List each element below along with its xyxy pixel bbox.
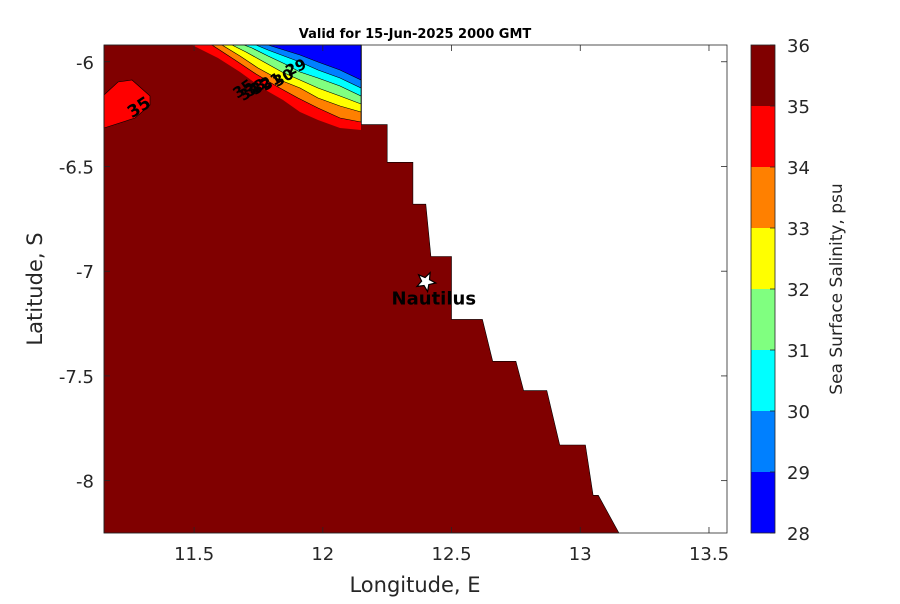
y-tick-label: -6.5 xyxy=(59,157,94,178)
y-axis-ticks: -6 -6.5 -7 -7.5 -8 xyxy=(59,53,727,493)
x-axis-ticks: 11.5 12 12.5 13 13.5 xyxy=(174,45,729,565)
colorbar-tick-label: 31 xyxy=(787,341,810,362)
y-tick-label: -6 xyxy=(76,53,94,74)
colorbar-tick-label: 36 xyxy=(787,36,810,57)
colorbar-tick-label: 30 xyxy=(787,402,810,423)
colorbar-swatch xyxy=(751,228,775,289)
colorbar-tick-label: 32 xyxy=(787,280,810,301)
low-salinity-plume xyxy=(103,44,362,130)
y-tick-label: -7 xyxy=(76,262,94,283)
colorbar-tick-label: 33 xyxy=(787,219,810,240)
x-axis-label: Longitude, E xyxy=(349,573,480,597)
x-tick-label: 11.5 xyxy=(174,544,214,565)
colorbar-swatch xyxy=(751,350,775,411)
colorbar-tick-label: 34 xyxy=(787,158,810,179)
x-tick-label: 13.5 xyxy=(689,544,729,565)
colorbar-swatch xyxy=(751,106,775,167)
x-tick-label: 12.5 xyxy=(432,544,472,565)
y-tick-label: -8 xyxy=(76,472,94,493)
station-marker-group: Nautilus xyxy=(392,271,477,310)
colorbar-tick-label: 28 xyxy=(787,524,810,545)
x-tick-label: 13 xyxy=(569,544,592,565)
colorbar-swatches xyxy=(751,45,775,533)
colorbar-swatch xyxy=(751,289,775,350)
colorbar-swatch xyxy=(751,472,775,533)
map-axes: 35 35 29 30 31 32 33 34 Nautilus 11.5 12 1… xyxy=(59,44,729,565)
map-axes-frame xyxy=(103,44,728,534)
station-star-icon xyxy=(415,271,438,294)
colorbar-swatch xyxy=(751,45,775,106)
colorbar-ticks: 28 29 30 31 32 33 34 35 36 xyxy=(770,36,810,545)
colorbar: 28 29 30 31 32 33 34 35 36 Sea Surface Salinity,… xyxy=(750,36,847,545)
sea-surface-salinity-fill xyxy=(103,44,620,534)
colorbar-swatch xyxy=(751,411,775,472)
y-axis-label: Latitude, S xyxy=(23,232,47,345)
colorbar-label: Sea Surface Salinity, psu xyxy=(827,183,847,394)
station-label: Nautilus xyxy=(392,289,477,310)
x-tick-label: 12 xyxy=(311,544,334,565)
y-tick-label: -7.5 xyxy=(59,367,94,388)
colorbar-swatch xyxy=(751,167,775,228)
colorbar-tick-label: 29 xyxy=(787,463,810,484)
colorbar-tick-label: 35 xyxy=(787,97,810,118)
chart-title: Valid for 15-Jun-2025 2000 GMT xyxy=(299,27,532,42)
